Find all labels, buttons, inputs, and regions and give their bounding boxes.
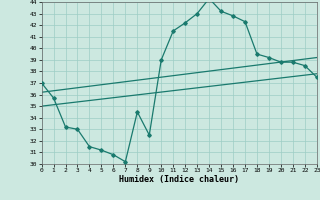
- X-axis label: Humidex (Indice chaleur): Humidex (Indice chaleur): [119, 175, 239, 184]
